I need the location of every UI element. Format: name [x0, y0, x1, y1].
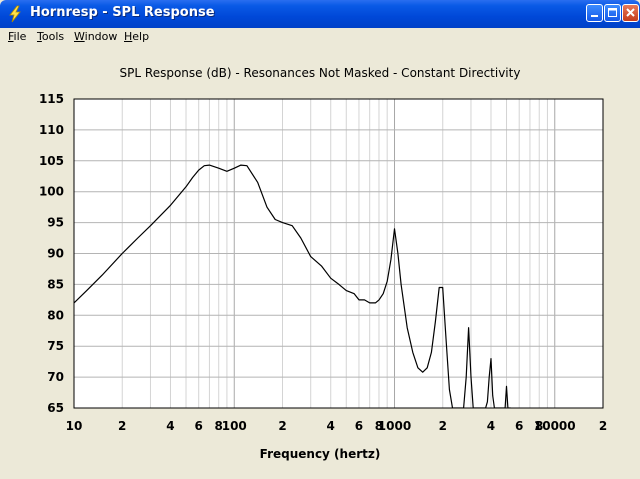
x-tick-label: 2	[118, 419, 126, 433]
menu-help[interactable]: Help	[124, 30, 150, 43]
x-tick-label: 10	[66, 419, 83, 433]
spl-response-line	[74, 164, 511, 408]
x-tick-label: 8	[535, 419, 543, 433]
menu-bar: File Tools Window Help	[0, 28, 640, 46]
x-tick-label: 100	[222, 419, 247, 433]
x-tick-label: 10000	[534, 419, 576, 433]
x-axis-label: Frequency (hertz)	[259, 447, 381, 461]
x-tick-label: 4	[166, 419, 174, 433]
x-tick-label: 6	[195, 419, 203, 433]
plot-frame	[73, 98, 604, 409]
y-tick-label: 100	[39, 185, 64, 199]
x-tick-label: 4	[327, 419, 335, 433]
lightning-icon	[9, 5, 21, 23]
x-tick-label: 2	[599, 419, 607, 433]
menu-file[interactable]: File	[8, 30, 27, 43]
x-tick-label: 1000	[378, 419, 411, 433]
chart-panel: SPL Response (dB) - Resonances Not Maske…	[0, 46, 640, 479]
close-button[interactable]	[622, 4, 639, 22]
menu-tools[interactable]: Tools	[37, 30, 65, 43]
minimize-icon	[591, 15, 598, 17]
x-tick-label: 8	[215, 419, 223, 433]
x-tick-label: 2	[278, 419, 286, 433]
x-tick-label: 6	[515, 419, 523, 433]
minimize-button[interactable]	[586, 4, 603, 22]
maximize-icon	[608, 8, 617, 17]
menu-window[interactable]: Window	[74, 30, 118, 43]
x-tick-label: 6	[355, 419, 363, 433]
y-tick-label: 75	[47, 339, 64, 353]
x-tick-label: 4	[487, 419, 495, 433]
x-tick-label: 2	[439, 419, 447, 433]
title-bar[interactable]: Hornresp - SPL Response	[0, 0, 640, 28]
y-tick-label: 70	[47, 370, 64, 384]
x-tick-label: 8	[375, 419, 383, 433]
y-tick-label: 85	[47, 277, 64, 291]
y-tick-label: 80	[47, 308, 64, 322]
y-tick-label: 95	[47, 216, 64, 230]
maximize-button[interactable]	[604, 4, 621, 22]
window-title: Hornresp - SPL Response	[30, 5, 215, 20]
y-tick-label: 115	[39, 92, 64, 106]
y-tick-label: 65	[47, 401, 64, 415]
close-icon	[626, 8, 635, 17]
chart-title: SPL Response (dB) - Resonances Not Maske…	[119, 66, 521, 80]
y-tick-label: 110	[39, 123, 64, 137]
y-tick-label: 105	[39, 154, 64, 168]
y-tick-label: 90	[47, 247, 64, 261]
